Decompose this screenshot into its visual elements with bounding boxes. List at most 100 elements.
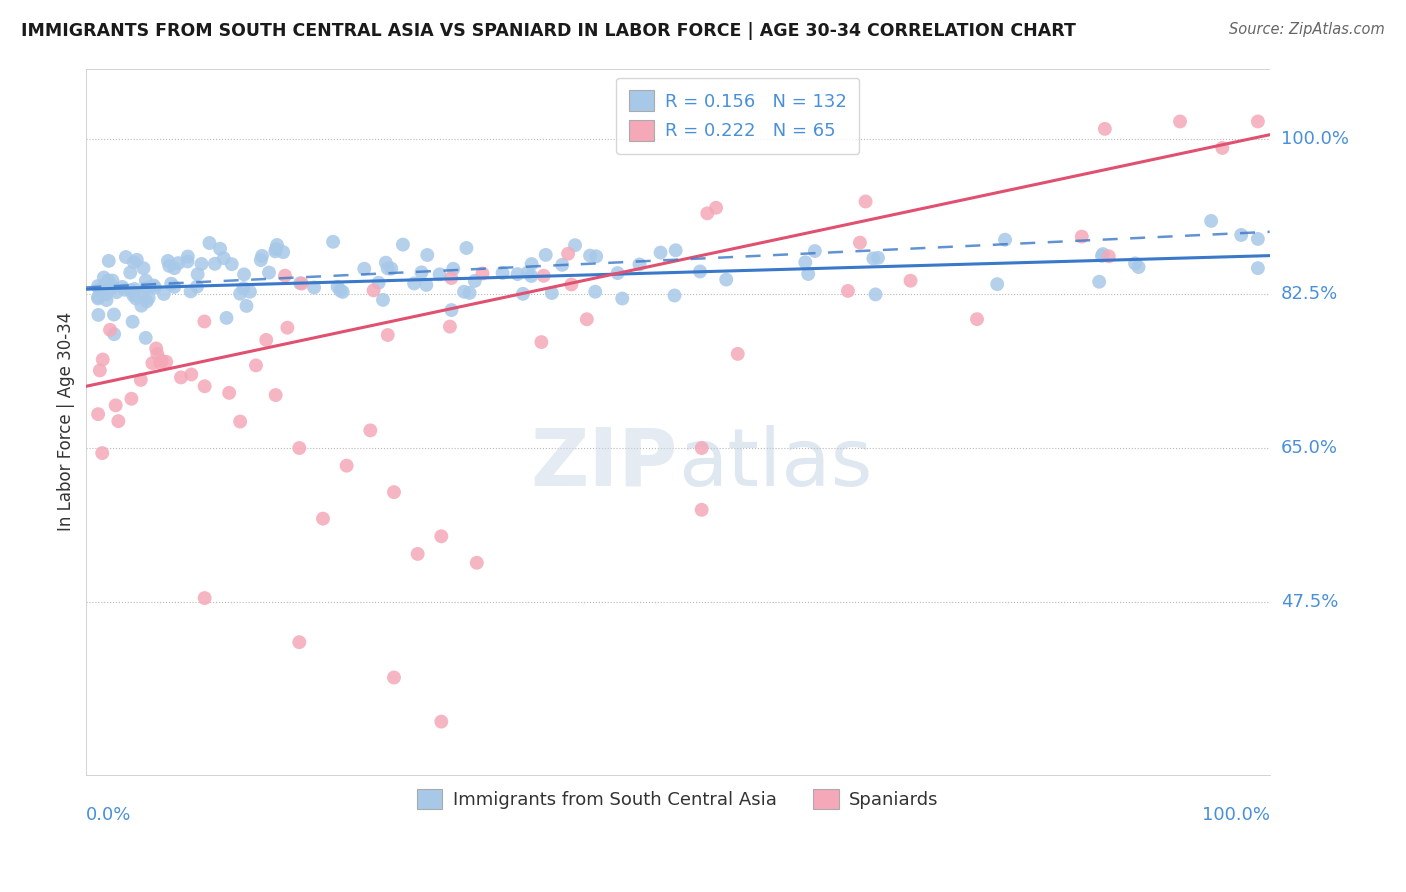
Point xyxy=(180,285,202,299)
Point xyxy=(157,259,180,273)
Point xyxy=(131,299,153,313)
Point xyxy=(257,266,280,280)
Point xyxy=(353,261,375,276)
Point xyxy=(404,277,426,291)
Point xyxy=(430,529,453,543)
Point xyxy=(458,285,481,300)
Point xyxy=(274,268,297,283)
Point xyxy=(245,359,267,373)
Point xyxy=(170,370,193,384)
Point xyxy=(93,270,115,285)
Point xyxy=(862,252,884,266)
Point xyxy=(135,294,157,309)
Point xyxy=(288,635,311,649)
Point xyxy=(104,398,127,412)
Point xyxy=(690,503,713,517)
Point xyxy=(1091,249,1114,263)
Point xyxy=(612,292,634,306)
Point xyxy=(456,241,478,255)
Point xyxy=(430,714,453,729)
Point xyxy=(138,291,160,305)
Point xyxy=(540,286,562,301)
Point xyxy=(332,285,354,299)
Point xyxy=(1168,114,1191,128)
Point xyxy=(98,323,121,337)
Point xyxy=(121,284,143,298)
Point xyxy=(727,347,749,361)
Point xyxy=(377,328,399,343)
Text: 100.0%: 100.0% xyxy=(1202,806,1270,824)
Point xyxy=(204,257,226,271)
Point xyxy=(1247,232,1270,246)
Point xyxy=(794,255,817,269)
Point xyxy=(131,286,153,301)
Point xyxy=(120,284,142,298)
Point xyxy=(440,271,463,285)
Point xyxy=(560,277,582,292)
Point xyxy=(96,293,118,307)
Point xyxy=(160,277,183,291)
Point xyxy=(465,556,488,570)
Point xyxy=(288,277,311,291)
Point xyxy=(534,248,557,262)
Point xyxy=(232,281,254,295)
Point xyxy=(585,249,607,263)
Point xyxy=(218,385,240,400)
Point xyxy=(557,246,579,260)
Point xyxy=(96,287,118,301)
Point xyxy=(87,407,110,421)
Point xyxy=(264,388,287,402)
Point xyxy=(900,274,922,288)
Point xyxy=(264,244,287,259)
Point xyxy=(1098,249,1121,263)
Text: 47.5%: 47.5% xyxy=(1281,593,1339,612)
Point xyxy=(233,268,256,282)
Text: IMMIGRANTS FROM SOUTH CENTRAL ASIA VS SPANIARD IN LABOR FORCE | AGE 30-34 CORREL: IMMIGRANTS FROM SOUTH CENTRAL ASIA VS SP… xyxy=(21,22,1076,40)
Point xyxy=(250,253,273,268)
Point xyxy=(149,356,172,370)
Y-axis label: In Labor Force | Age 30-34: In Labor Force | Age 30-34 xyxy=(58,312,75,531)
Point xyxy=(229,286,252,301)
Point xyxy=(153,287,176,301)
Point xyxy=(664,288,686,302)
Point xyxy=(1199,214,1222,228)
Point xyxy=(122,288,145,302)
Point xyxy=(382,485,405,500)
Point xyxy=(506,267,529,281)
Point xyxy=(464,274,486,288)
Point xyxy=(141,356,163,370)
Point xyxy=(150,353,173,368)
Point xyxy=(122,255,145,269)
Point xyxy=(103,308,125,322)
Point xyxy=(89,283,111,297)
Point xyxy=(135,274,157,288)
Point xyxy=(1123,256,1146,270)
Point xyxy=(966,312,988,326)
Point xyxy=(1128,260,1150,274)
Point xyxy=(440,303,463,318)
Point xyxy=(994,233,1017,247)
Point xyxy=(198,235,221,250)
Point xyxy=(312,511,335,525)
Point xyxy=(177,250,200,264)
Point xyxy=(416,248,439,262)
Point xyxy=(120,392,142,406)
Point xyxy=(837,284,859,298)
Point xyxy=(1091,247,1114,261)
Point xyxy=(520,268,543,283)
Point xyxy=(135,281,157,295)
Point xyxy=(336,458,359,473)
Text: 82.5%: 82.5% xyxy=(1281,285,1339,302)
Legend: Immigrants from South Central Asia, Spaniards: Immigrants from South Central Asia, Span… xyxy=(408,780,948,819)
Point xyxy=(1094,121,1116,136)
Point xyxy=(193,314,215,328)
Point xyxy=(564,238,586,252)
Point xyxy=(371,293,394,307)
Point xyxy=(215,310,238,325)
Point xyxy=(271,245,294,260)
Point xyxy=(690,441,713,455)
Point xyxy=(530,335,553,350)
Point xyxy=(804,244,827,258)
Point xyxy=(583,285,606,299)
Point xyxy=(551,258,574,272)
